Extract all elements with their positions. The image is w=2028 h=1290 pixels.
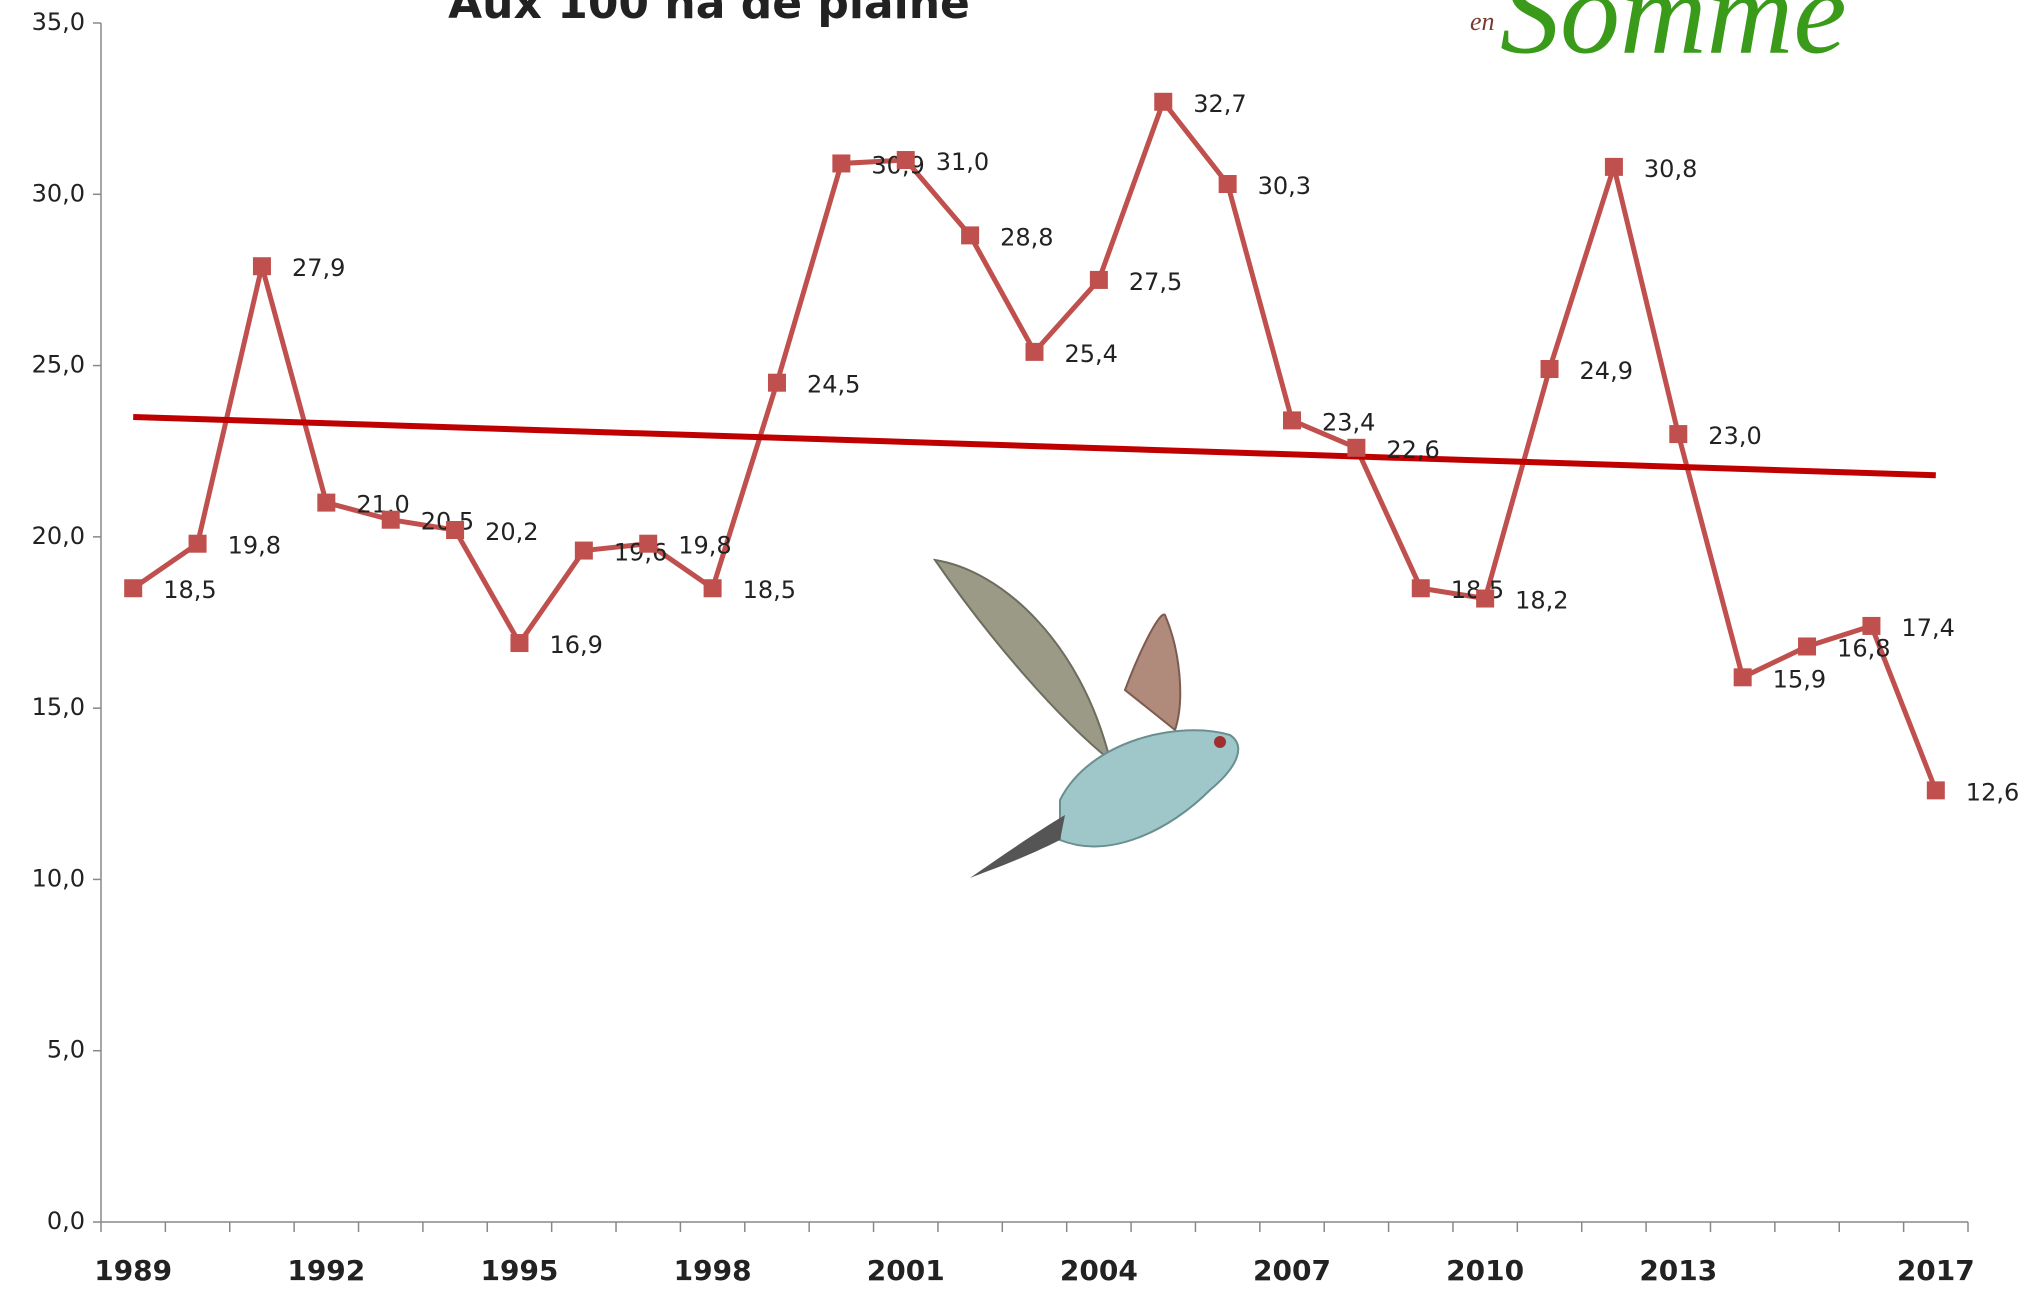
- x-tick-label: 2010: [1446, 1254, 1524, 1287]
- marker: [124, 579, 143, 598]
- y-tick-label: 5,0: [47, 1036, 85, 1064]
- marker: [1283, 411, 1302, 430]
- data-label: 18,5: [743, 576, 796, 604]
- data-label: 25,4: [1065, 340, 1118, 368]
- bird-illustration: [932, 558, 1240, 878]
- marker: [1347, 438, 1366, 457]
- x-tick-label: 1992: [287, 1254, 365, 1287]
- marker: [1862, 616, 1881, 635]
- data-label: 28,8: [1000, 223, 1053, 251]
- data-label: 15,9: [1773, 665, 1826, 693]
- marker: [317, 493, 336, 512]
- marker: [767, 373, 786, 392]
- data-label: 19,8: [678, 532, 731, 560]
- data-label: 18,5: [163, 576, 216, 604]
- marker: [1926, 781, 1945, 800]
- marker: [639, 534, 658, 553]
- data-label: 16,8: [1837, 634, 1890, 662]
- marker: [1218, 175, 1237, 194]
- marker: [188, 534, 207, 553]
- data-label: 23,4: [1322, 408, 1375, 436]
- marker: [1089, 270, 1108, 289]
- data-label: 20,2: [485, 518, 538, 546]
- x-tick-label: 1989: [94, 1254, 172, 1287]
- marker: [510, 634, 529, 653]
- x-tick-label: 2007: [1253, 1254, 1331, 1287]
- marker: [961, 226, 980, 245]
- y-tick-label: 25,0: [32, 351, 85, 379]
- marker: [1154, 92, 1173, 111]
- marker: [703, 579, 722, 598]
- data-label: 32,7: [1193, 90, 1246, 118]
- marker: [1540, 359, 1559, 378]
- marker: [1733, 668, 1752, 687]
- data-label: 23,0: [1708, 422, 1761, 450]
- data-label: 12,6: [1966, 778, 2019, 806]
- data-label: 30,3: [1258, 172, 1311, 200]
- data-label: 19,8: [228, 532, 281, 560]
- marker: [1798, 637, 1817, 656]
- x-tick-label: 2004: [1060, 1254, 1138, 1287]
- chart-title: Aux 100 ha de plaine: [448, 0, 970, 29]
- marker: [252, 257, 271, 276]
- data-label: 30,8: [1644, 155, 1697, 183]
- logo-small: en: [1470, 7, 1495, 36]
- x-tick-label: 2017: [1897, 1254, 1975, 1287]
- data-label: 16,9: [549, 631, 602, 659]
- x-tick-label: 1995: [480, 1254, 558, 1287]
- y-tick-label: 10,0: [32, 864, 85, 892]
- data-label: 22,6: [1386, 436, 1439, 464]
- trend-line: [133, 413, 1936, 479]
- data-label: 31,0: [936, 148, 989, 176]
- y-tick-label: 15,0: [32, 693, 85, 721]
- data-label: 27,9: [292, 254, 345, 282]
- data-label: 27,5: [1129, 268, 1182, 296]
- y-tick-label: 20,0: [32, 522, 85, 550]
- data-label: 18,2: [1515, 587, 1568, 615]
- logo: Somme: [1500, 0, 1847, 79]
- marker: [1669, 425, 1688, 444]
- marker: [832, 154, 851, 173]
- marker: [446, 521, 465, 540]
- marker: [1411, 579, 1430, 598]
- data-label: 17,4: [1901, 614, 1954, 642]
- x-tick-label: 2001: [867, 1254, 945, 1287]
- marker: [1476, 589, 1495, 608]
- y-tick-label: 35,0: [32, 8, 85, 36]
- y-tick-label: 30,0: [32, 179, 85, 207]
- x-tick-label: 1998: [674, 1254, 752, 1287]
- data-label: 24,5: [807, 371, 860, 399]
- marker: [1025, 342, 1044, 361]
- x-tick-label: 2013: [1639, 1254, 1717, 1287]
- marker: [1604, 157, 1623, 176]
- marker: [574, 541, 593, 560]
- y-tick-label: 0,0: [47, 1207, 85, 1235]
- marker: [381, 510, 400, 529]
- marker: [896, 151, 915, 170]
- data-label: 24,9: [1580, 357, 1633, 385]
